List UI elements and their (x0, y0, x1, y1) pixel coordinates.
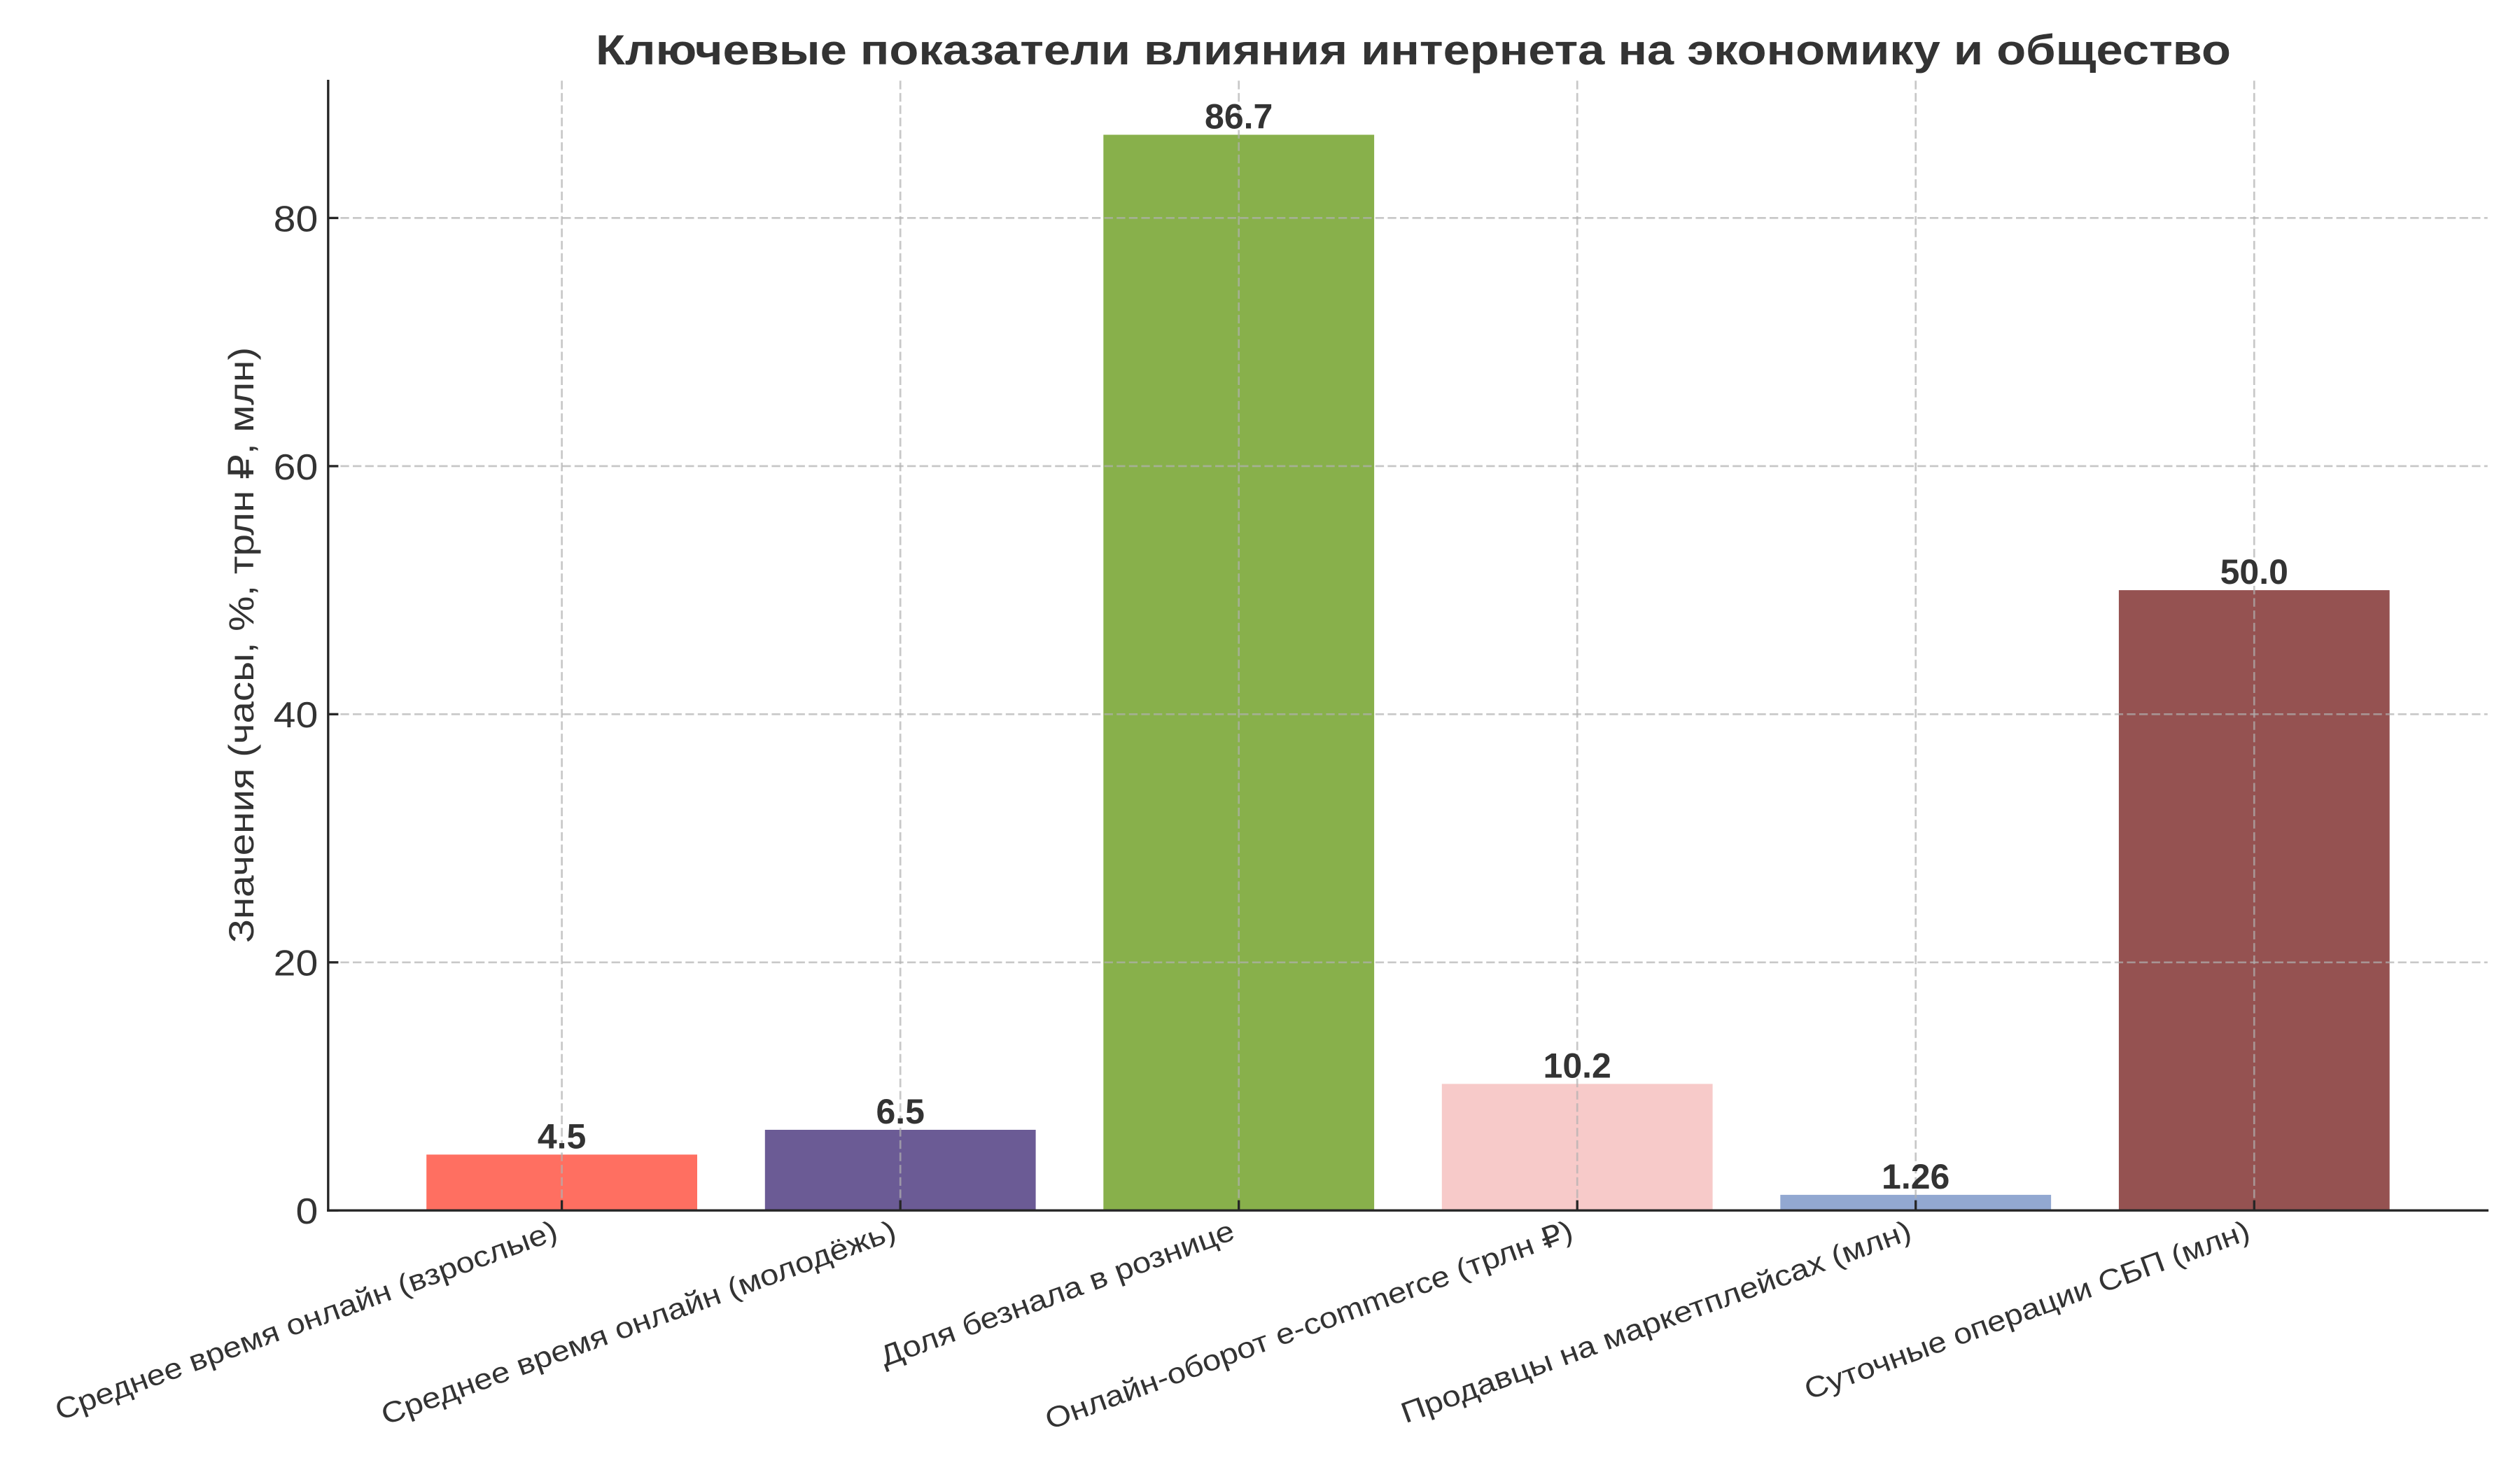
svg-text:10.2: 10.2 (1544, 1046, 1611, 1085)
svg-text:4.5: 4.5 (538, 1116, 587, 1156)
svg-text:Ключевые показатели влияния ин: Ключевые показатели влияния интернета на… (596, 27, 2231, 74)
svg-text:20: 20 (274, 944, 318, 984)
svg-text:Значения (часы, %, трлн ₽, млн: Значения (часы, %, трлн ₽, млн) (222, 347, 261, 943)
svg-text:80: 80 (274, 199, 318, 239)
svg-text:60: 60 (274, 447, 318, 488)
svg-text:6.5: 6.5 (876, 1092, 925, 1131)
svg-text:50.0: 50.0 (2220, 552, 2288, 592)
svg-text:1.26: 1.26 (1882, 1157, 1949, 1196)
svg-text:86.7: 86.7 (1205, 97, 1273, 136)
svg-text:0: 0 (296, 1191, 318, 1232)
svg-text:40: 40 (274, 695, 318, 736)
